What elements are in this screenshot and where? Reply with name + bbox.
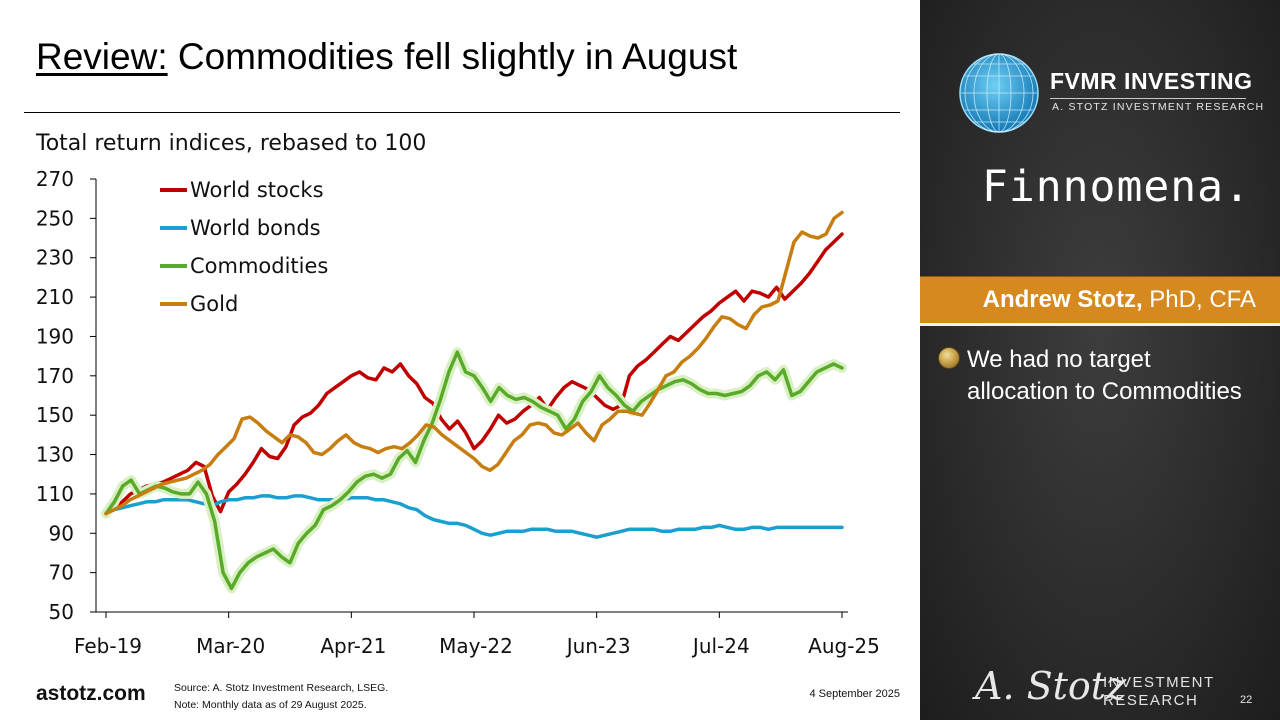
y-axis-labels: 50 70 90 110 130 150 170 190 210 230 250 270 bbox=[36, 167, 74, 624]
x-tick-label: Aug-25 bbox=[808, 634, 880, 658]
y-tick-label: 150 bbox=[36, 403, 74, 427]
world-stocks-legend-label: World stocks bbox=[190, 178, 324, 202]
title-prefix: Review: bbox=[36, 36, 168, 77]
page-number: 22 bbox=[1240, 694, 1253, 706]
title-divider bbox=[24, 112, 900, 113]
line-chart: Total return indices, rebased to 100 50 7… bbox=[35, 131, 880, 658]
y-tick-label: 210 bbox=[36, 285, 74, 309]
y-tick-label: 270 bbox=[36, 167, 74, 191]
brand-divider bbox=[1050, 98, 1246, 99]
x-tick-label: Apr-21 bbox=[320, 634, 386, 658]
bullet-text: We had no target allocation to Commoditi… bbox=[967, 346, 1242, 405]
gold-legend-label: Gold bbox=[190, 292, 238, 316]
commodities-line-glow bbox=[101, 347, 847, 594]
y-tick-label: 250 bbox=[36, 206, 74, 230]
source-note: Source: A. Stotz Investment Research, LS… bbox=[174, 682, 389, 694]
website-label[interactable]: astotz.com bbox=[36, 682, 146, 705]
y-tick-label: 50 bbox=[49, 600, 74, 624]
world-bonds-line bbox=[104, 494, 844, 539]
world-bonds-legend-label: World bonds bbox=[190, 216, 321, 240]
commodities-line bbox=[104, 350, 844, 591]
presenter-label: Andrew Stotz, PhD, CFA bbox=[983, 285, 1256, 314]
y-tick-label: 190 bbox=[36, 324, 74, 348]
x-tick-label: Jun-23 bbox=[565, 634, 631, 658]
x-tick-label: Jul-24 bbox=[691, 634, 750, 658]
y-tick-label: 130 bbox=[36, 443, 74, 467]
x-axis-labels: Feb-19 Mar-20 Apr-21 May-22 Jun-23 Jul-24 Aug-… bbox=[74, 634, 880, 658]
series-lines bbox=[101, 210, 847, 594]
chart-legend: World stocks World bonds Commodities Gold bbox=[160, 178, 328, 316]
x-tick-label: Feb-19 bbox=[74, 634, 142, 658]
partner-logo: Finnomena. bbox=[982, 162, 1251, 212]
y-tick-label: 230 bbox=[36, 246, 74, 270]
data-note: Note: Monthly data as of 29 August 2025. bbox=[174, 699, 367, 711]
slide-title: Review: Commodities fell slightly in Aug… bbox=[36, 36, 737, 78]
brand-subtitle: A. STOTZ INVESTMENT RESEARCH bbox=[1052, 101, 1265, 113]
y-tick-label: 110 bbox=[36, 482, 74, 506]
presenter-panel: FVMR INVESTING A. STOTZ INVESTMENT RESEA… bbox=[920, 0, 1280, 720]
signature-caption: INVESTMENT RESEARCH bbox=[1103, 674, 1215, 709]
presenter-banner: Andrew Stotz, PhD, CFA bbox=[920, 276, 1280, 326]
chart-axes bbox=[90, 178, 848, 618]
gold-line bbox=[104, 210, 844, 516]
x-tick-label: May-22 bbox=[439, 634, 513, 658]
y-tick-label: 170 bbox=[36, 364, 74, 388]
world-stocks-line bbox=[104, 232, 844, 516]
x-tick-label: Mar-20 bbox=[196, 634, 265, 658]
bullet-icon bbox=[938, 347, 960, 369]
presenter-credentials: PhD, CFA bbox=[1142, 286, 1256, 313]
title-text: Commodities fell slightly in August bbox=[167, 36, 738, 77]
globe-logo-icon bbox=[959, 53, 1039, 133]
presenter-name: Andrew Stotz, bbox=[982, 286, 1143, 313]
y-tick-label: 90 bbox=[49, 521, 74, 545]
presentation-date: 4 September 2025 bbox=[809, 688, 900, 700]
y-tick-label: 70 bbox=[49, 561, 74, 585]
chart-subtitle: Total return indices, rebased to 100 bbox=[35, 131, 426, 156]
brand-name: FVMR INVESTING bbox=[1050, 68, 1253, 94]
signature-logo: A. Stotz bbox=[975, 664, 1127, 708]
commodities-legend-label: Commodities bbox=[190, 254, 328, 278]
